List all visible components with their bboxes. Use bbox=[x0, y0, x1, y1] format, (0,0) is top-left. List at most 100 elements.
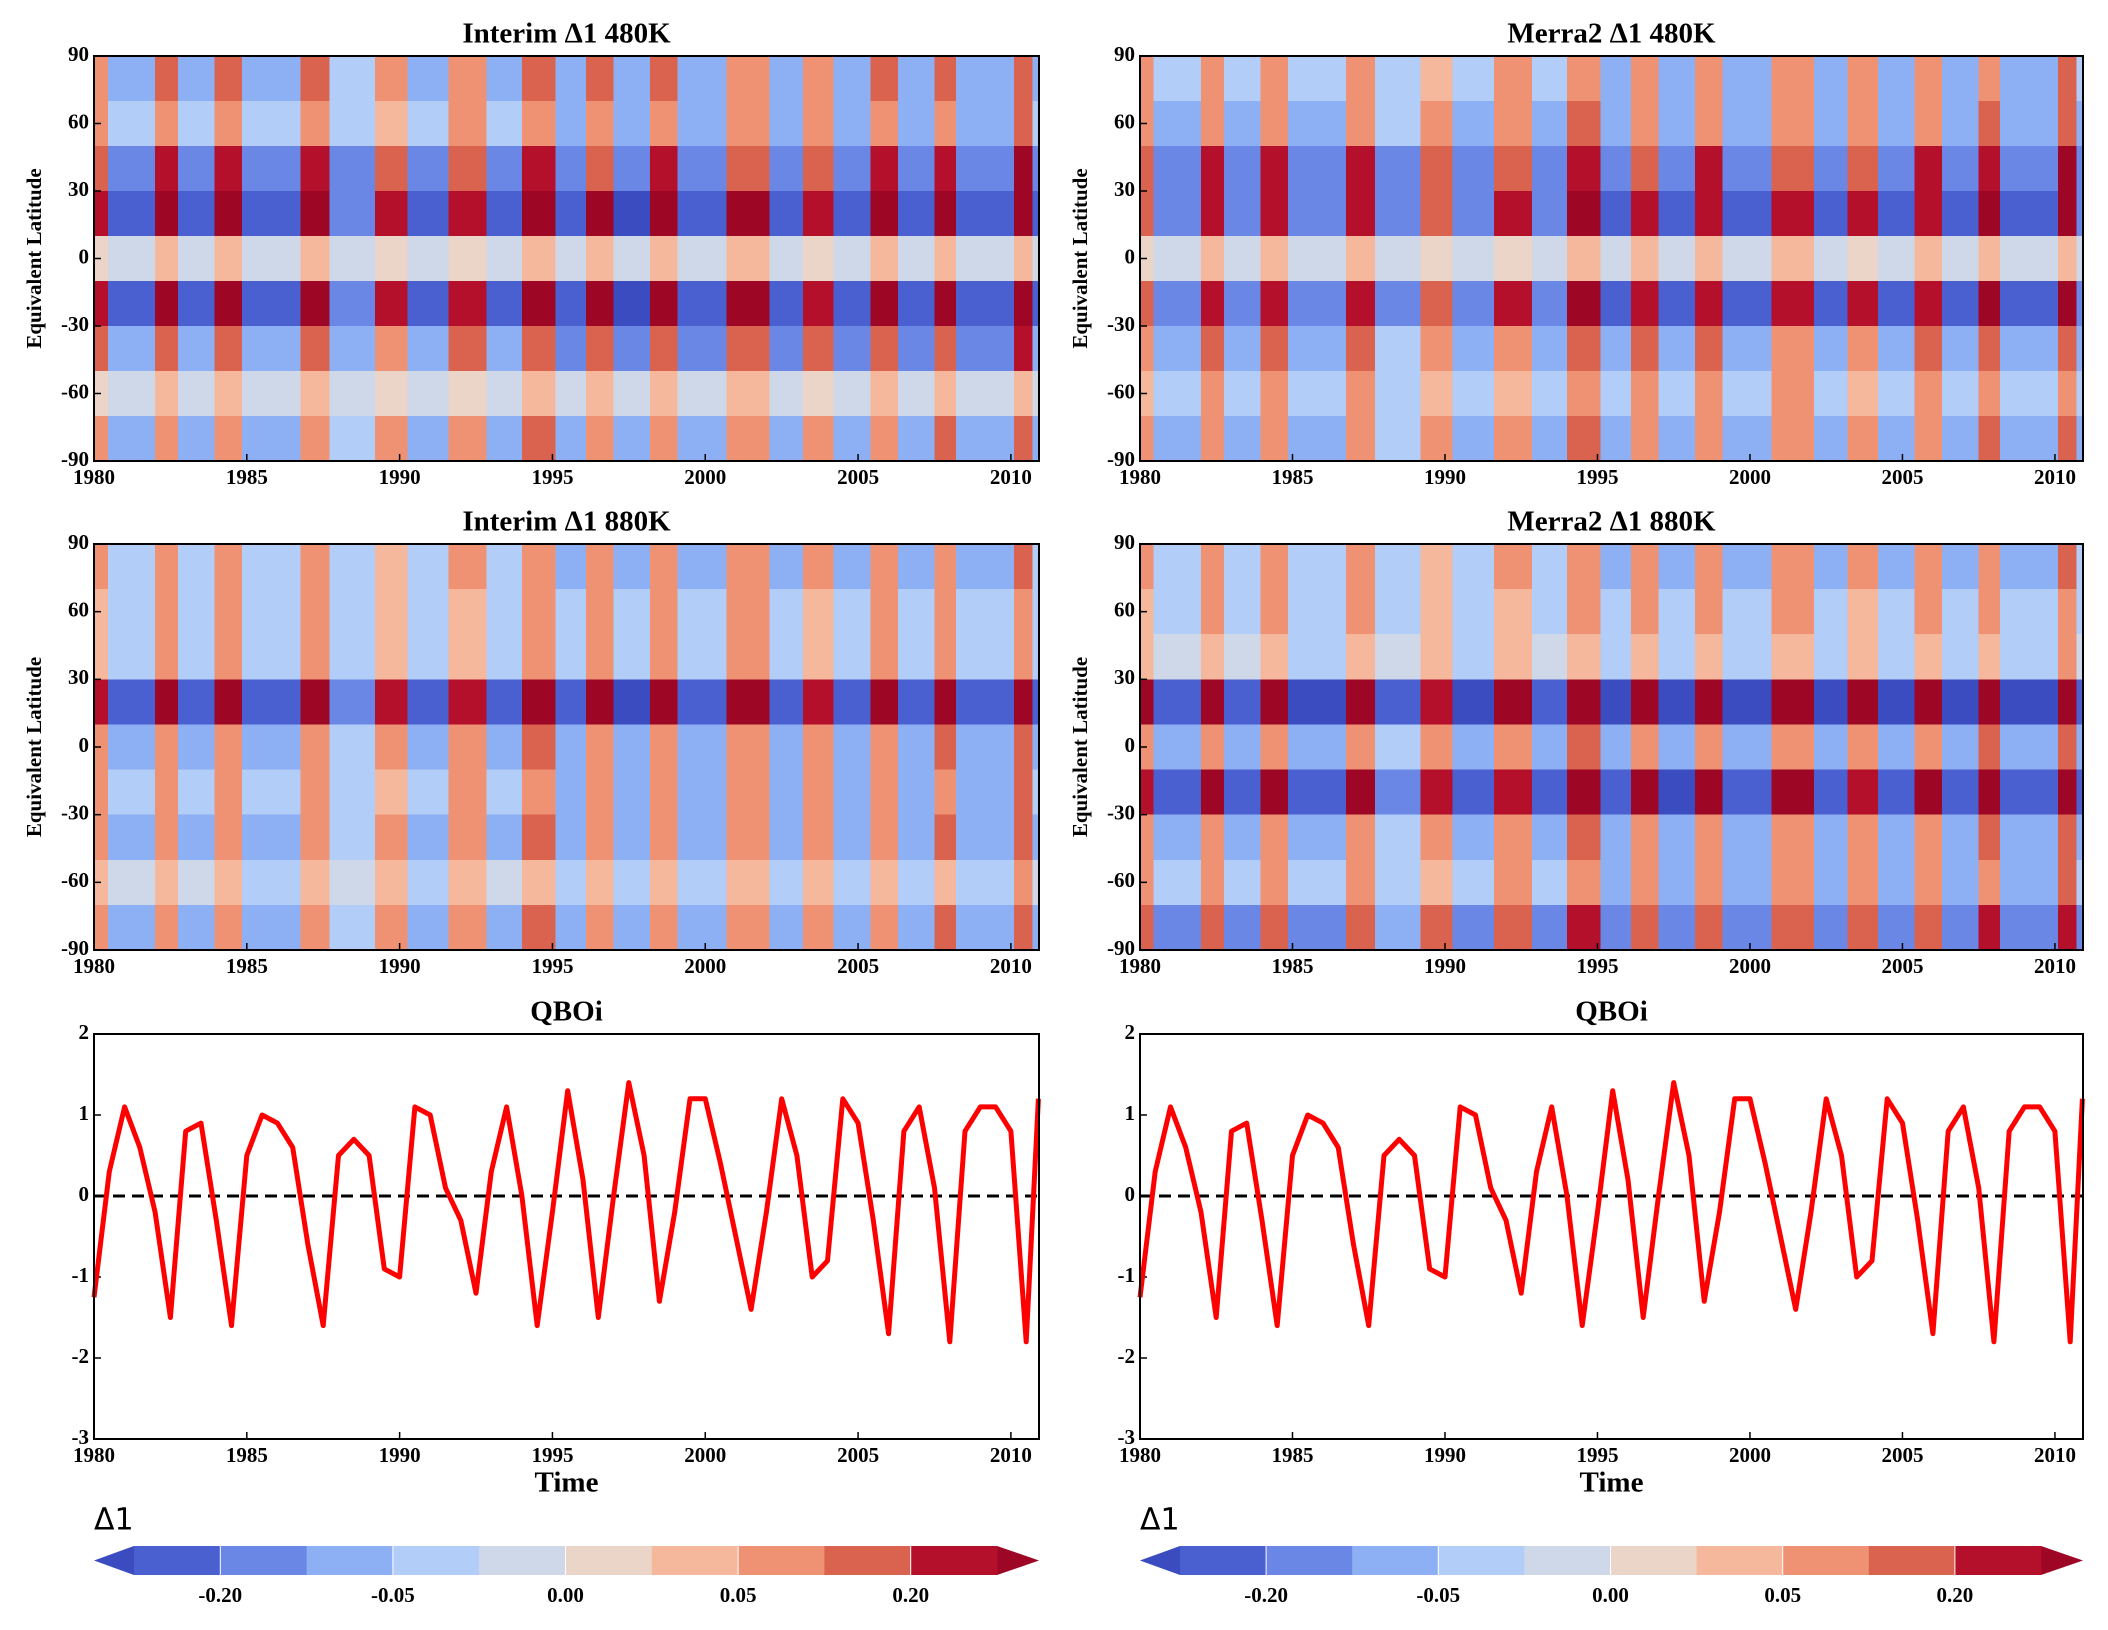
x-tick-label: 1985 bbox=[226, 954, 268, 978]
heatmap-cell bbox=[1978, 724, 2001, 771]
heatmap-cell bbox=[586, 589, 615, 635]
heatmap-cell bbox=[1914, 724, 1943, 771]
heatmap-cell bbox=[934, 191, 957, 237]
heatmap-cell bbox=[833, 724, 871, 771]
x-tick-label: 1980 bbox=[73, 1443, 115, 1467]
colorbar-segment bbox=[1524, 1546, 1611, 1575]
heatmap-cell bbox=[955, 191, 1015, 237]
heatmap-cell bbox=[521, 769, 556, 816]
y-tick-label: -3 bbox=[72, 1425, 90, 1449]
heatmap-cell bbox=[486, 904, 523, 951]
heatmap-cell bbox=[448, 326, 488, 372]
heatmap-cell bbox=[1223, 634, 1261, 680]
heatmap-cell bbox=[242, 769, 301, 816]
heatmap-cell bbox=[1223, 281, 1261, 327]
heatmap-cell bbox=[1600, 281, 1632, 327]
heatmap-cell bbox=[2076, 281, 2084, 327]
heatmap-cell bbox=[1013, 814, 1033, 861]
heatmap-cell bbox=[1771, 371, 1815, 417]
heatmap-cell bbox=[2000, 679, 2059, 725]
heatmap-cell bbox=[1420, 416, 1454, 462]
heatmap-cell bbox=[155, 326, 179, 372]
heatmap-cell bbox=[1814, 101, 1849, 147]
heatmap-cell bbox=[803, 724, 835, 771]
heatmap-cell bbox=[586, 814, 615, 861]
heatmap-cell bbox=[650, 634, 679, 680]
heatmap-cell bbox=[2057, 724, 2077, 771]
heatmap-cell bbox=[521, 371, 556, 417]
x-tick-label: 1995 bbox=[531, 1443, 573, 1467]
heatmap-cell bbox=[1631, 371, 1659, 417]
heatmap-cell bbox=[2076, 634, 2084, 680]
heatmap-cell bbox=[934, 769, 957, 816]
heatmap-cell bbox=[521, 281, 556, 327]
heatmap-cell bbox=[1531, 814, 1568, 861]
heatmap-cell bbox=[1493, 281, 1533, 327]
heatmap-cell bbox=[1658, 679, 1696, 725]
x-tick-label: 1980 bbox=[73, 465, 115, 489]
heatmap-cell bbox=[407, 416, 450, 462]
heatmap-cell bbox=[94, 859, 109, 906]
x-tick-label: 2000 bbox=[684, 465, 726, 489]
x-tick-label: 2005 bbox=[1881, 465, 1923, 489]
heatmap-cell bbox=[1200, 191, 1225, 237]
heatmap-cell bbox=[1600, 191, 1632, 237]
heatmap-cell bbox=[1914, 191, 1943, 237]
x-tick-label: 2000 bbox=[684, 1443, 726, 1467]
heatmap-cell bbox=[486, 146, 523, 192]
heatmap-cell bbox=[300, 634, 330, 680]
heatmap-cell bbox=[1914, 814, 1943, 861]
heatmap-cells bbox=[94, 544, 1040, 951]
heatmap-cell bbox=[726, 724, 770, 771]
heatmap-cell bbox=[486, 191, 523, 237]
heatmap-cell bbox=[1942, 814, 1980, 861]
colorbar-segment bbox=[1868, 1546, 1956, 1575]
colorbar-under bbox=[1140, 1546, 1180, 1575]
heatmap-cell bbox=[1531, 589, 1568, 635]
heatmap-cell bbox=[586, 634, 615, 680]
heatmap-cell bbox=[870, 679, 899, 725]
heatmap-cell bbox=[329, 236, 376, 282]
heatmap-cell bbox=[677, 326, 728, 372]
heatmap-cell bbox=[2076, 236, 2084, 282]
heatmap-cell bbox=[1722, 371, 1772, 417]
heatmap-cell bbox=[897, 859, 935, 906]
heatmap-cell bbox=[242, 236, 301, 282]
heatmap-cell bbox=[2057, 769, 2077, 816]
heatmap-cell bbox=[329, 724, 376, 771]
heatmap-cell bbox=[1914, 326, 1943, 372]
heatmap-cell bbox=[677, 146, 728, 192]
heatmap-cell bbox=[1978, 191, 2001, 237]
heatmap-cell bbox=[155, 101, 179, 147]
heatmap-cell bbox=[448, 281, 488, 327]
heatmap-cell bbox=[677, 814, 728, 861]
heatmap-cell bbox=[1013, 191, 1033, 237]
heatmap-cell bbox=[448, 371, 488, 417]
heatmap-cell bbox=[1658, 281, 1696, 327]
heatmap-cell bbox=[650, 236, 679, 282]
heatmap-cell bbox=[613, 769, 651, 816]
heatmap-cell bbox=[1260, 191, 1289, 237]
heatmap-cell bbox=[1200, 589, 1225, 635]
colorbar-segment bbox=[1954, 1546, 2042, 1575]
heatmap-cell bbox=[300, 146, 330, 192]
y-tick-label: -30 bbox=[1107, 800, 1135, 824]
heatmap-cell bbox=[1722, 416, 1772, 462]
heatmap-cell bbox=[1771, 679, 1815, 725]
heatmap-cell bbox=[1914, 236, 1943, 282]
heatmap-cell bbox=[1032, 371, 1040, 417]
heatmap-cell bbox=[1013, 724, 1033, 771]
heatmap-cell bbox=[1847, 634, 1879, 680]
heatmap-cell bbox=[955, 904, 1015, 951]
y-tick-label: 1 bbox=[79, 1101, 90, 1125]
x-tick-label: 2000 bbox=[1729, 465, 1771, 489]
heatmap-cell bbox=[1260, 56, 1289, 102]
heatmap-cell bbox=[94, 814, 109, 861]
heatmap-cell bbox=[1223, 814, 1261, 861]
heatmap-cell bbox=[1978, 416, 2001, 462]
heatmap-cell bbox=[1032, 56, 1040, 102]
heatmap-cell bbox=[521, 814, 556, 861]
heatmap-cell bbox=[726, 634, 770, 680]
heatmap-cell bbox=[726, 814, 770, 861]
heatmap-cell bbox=[1287, 634, 1347, 680]
